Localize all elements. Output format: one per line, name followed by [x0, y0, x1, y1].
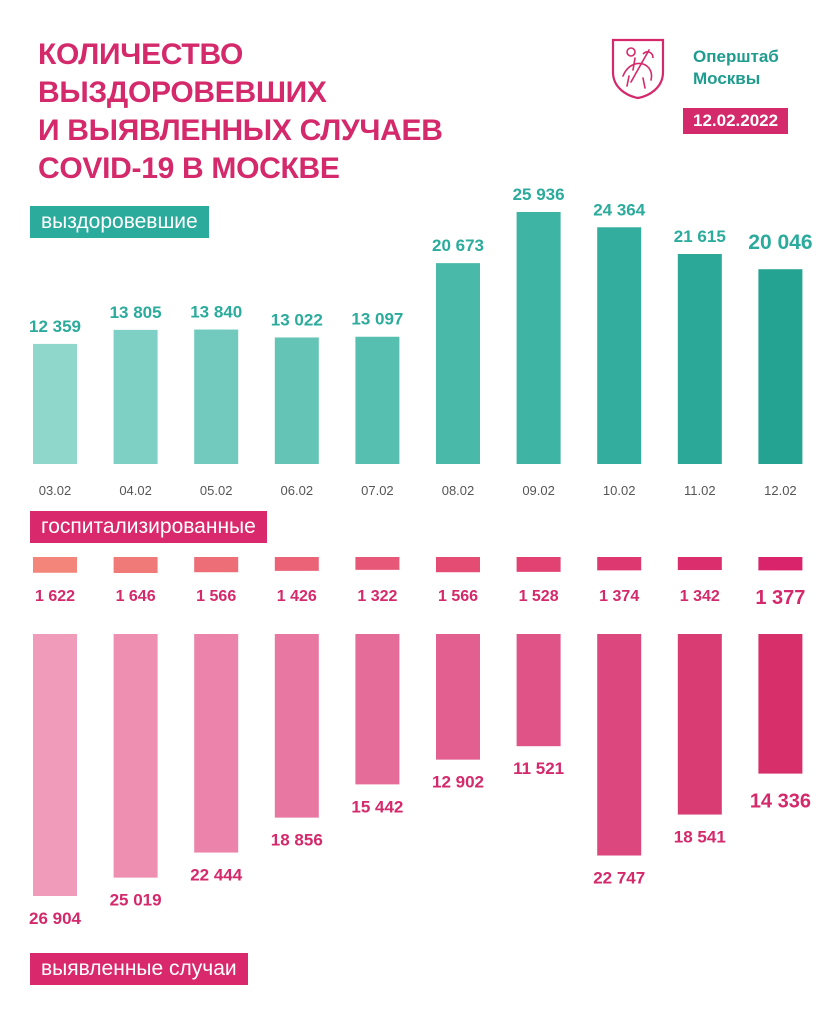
detected-bar [33, 634, 77, 896]
detected-value-label: 12 902 [432, 773, 484, 792]
hospitalized-bar [274, 557, 319, 571]
recovered-value-label: 25 936 [513, 185, 565, 204]
detected-section-label: выявленные случаи [30, 953, 248, 985]
detected-bar [355, 634, 400, 785]
hospitalized-bar [355, 557, 400, 570]
detected-value-label: 25 019 [110, 891, 162, 910]
date-tick-label: 06.02 [281, 483, 314, 498]
date-tick-label: 12.02 [764, 483, 797, 498]
recovered-value-label: 20 673 [432, 236, 484, 255]
detected-value-label: 18 856 [271, 831, 323, 850]
recovered-bar [113, 329, 158, 464]
recovered-value-label: 13 840 [190, 303, 242, 322]
recovered-bar [516, 212, 561, 464]
recovered-bar [597, 227, 642, 464]
detected-bar [113, 634, 158, 878]
hospitalized-value-label: 1 377 [755, 587, 805, 609]
hospitalized-bar [758, 557, 803, 571]
hospitalized-value-label: 1 426 [277, 588, 317, 605]
recovered-value-label: 21 615 [674, 227, 726, 246]
detected-value-label: 22 747 [593, 869, 645, 888]
moscow-coat-of-arms-icon [609, 36, 667, 100]
title-line-1: Количество выздоровевших [38, 38, 327, 109]
hospitalized-bar [436, 557, 480, 573]
hospitalized-value-label: 1 374 [599, 588, 639, 605]
hospitalized-bar [597, 557, 642, 571]
date-tick-label: 08.02 [442, 483, 475, 498]
detected-bar [758, 634, 803, 774]
recovered-value-label: 13 022 [271, 310, 323, 329]
org-name-line-1: Оперштаб [693, 47, 779, 66]
org-name: Оперштаб Москвы [693, 46, 779, 90]
recovered-section-label: выздоровевшие [30, 206, 209, 238]
title-line-3: COVID-19 в Москве [38, 152, 340, 185]
hospitalized-bar [194, 557, 239, 573]
recovered-bar [274, 337, 319, 464]
date-tick-label: 09.02 [522, 483, 555, 498]
hospitalized-value-label: 1 646 [116, 588, 156, 605]
recovered-bar [33, 343, 77, 464]
hospitalized-value-label: 1 622 [35, 588, 75, 605]
recovered-value-label: 12 359 [29, 317, 81, 336]
detected-bar [677, 634, 722, 815]
detected-bar [436, 634, 480, 760]
recovered-value-label: 13 097 [351, 310, 403, 329]
hospitalized-value-label: 1 566 [438, 588, 478, 605]
detected-bar [194, 634, 239, 853]
detected-value-label: 15 442 [351, 797, 403, 816]
hospitalized-value-label: 1 322 [357, 588, 397, 605]
hospitalized-value-label: 1 528 [519, 588, 559, 605]
detected-bar [516, 634, 561, 747]
date-tick-label: 10.02 [603, 483, 636, 498]
hospitalized-section-label: госпитализированные [30, 511, 267, 543]
hospitalized-bar [33, 557, 77, 573]
page-title: Количество выздоровевших и выявленных сл… [38, 36, 498, 188]
detected-value-label: 11 521 [513, 759, 564, 778]
hospitalized-bar [113, 557, 158, 573]
org-name-line-2: Москвы [693, 69, 761, 88]
detected-value-label: 22 444 [190, 866, 243, 885]
date-tick-label: 07.02 [361, 483, 394, 498]
detected-bar [597, 634, 642, 856]
date-tick-label: 03.02 [39, 483, 72, 498]
recovered-bar [677, 253, 722, 464]
hospitalized-value-label: 1 342 [680, 588, 720, 605]
hospitalized-bar [516, 557, 561, 572]
date-tick-label: 05.02 [200, 483, 233, 498]
date-badge: 12.02.2022 [683, 108, 789, 134]
recovered-value-label: 20 046 [748, 231, 812, 254]
detected-bar [274, 634, 319, 818]
date-tick-label: 04.02 [119, 483, 152, 498]
recovered-value-label: 13 805 [110, 303, 162, 322]
title-line-2: и выявленных случаев [38, 114, 443, 147]
date-tick-label: 11.02 [684, 483, 716, 498]
recovered-bar [194, 329, 239, 464]
hospitalized-bar [677, 557, 722, 571]
detected-value-label: 26 904 [29, 909, 82, 928]
detected-value-label: 18 541 [674, 828, 726, 847]
recovered-bar [758, 269, 803, 464]
hospitalized-value-label: 1 566 [196, 588, 236, 605]
detected-value-label: 14 336 [750, 791, 811, 813]
recovered-value-label: 24 364 [593, 200, 646, 219]
recovered-bar [355, 336, 400, 464]
recovered-bar [436, 263, 480, 464]
